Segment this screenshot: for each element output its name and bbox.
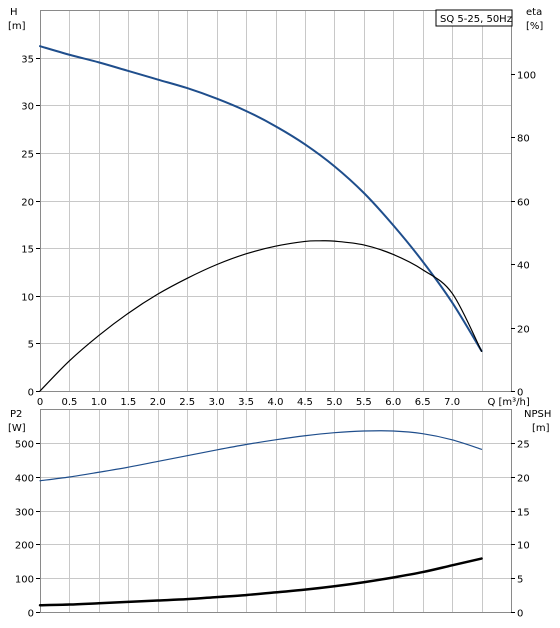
y-right-axis-title: NPSH (524, 409, 551, 420)
x-tick-label: 4.5 (297, 397, 313, 408)
tick-layer (36, 58, 515, 613)
legend-box (435, 9, 513, 27)
y-left-tick-label: 35 (21, 55, 34, 66)
x-tick-label: 0.5 (61, 397, 77, 408)
legend-label: SQ 5-25, 50Hz (440, 14, 512, 25)
y-left-tick-label: 500 (15, 440, 34, 451)
y-right-tick-label: 80 (517, 134, 530, 145)
y-left-tick-label: 0 (28, 388, 34, 399)
y-left-tick-label: 15 (21, 245, 34, 256)
x-tick-label: 2.0 (150, 397, 166, 408)
y-left-axis-title: P2 (10, 409, 22, 420)
y-left-tick-label: 300 (15, 508, 34, 519)
grid-layer (40, 10, 512, 613)
x-tick-label: 5.0 (326, 397, 342, 408)
y-right-axis-unit: [m] (532, 423, 550, 434)
y-left-tick-label: 20 (21, 198, 34, 209)
y-left-tick-label: 100 (15, 575, 34, 586)
x-tick-label: 1.5 (120, 397, 136, 408)
y-right-tick-label: 60 (517, 198, 530, 209)
y-left-tick-label: 5 (28, 340, 34, 351)
head-curve (39, 45, 483, 352)
y-left-tick-label: 25 (21, 150, 34, 161)
y-left-axis-title: H (10, 7, 18, 18)
y-left-tick-label: 0 (28, 609, 34, 620)
y-left-axis-unit: [W] (8, 423, 26, 434)
y-right-tick-label: 40 (517, 261, 530, 272)
efficiency-curve (39, 240, 483, 392)
x-tick-label: 5.5 (356, 397, 372, 408)
x-tick-label: 2.5 (179, 397, 195, 408)
x-tick-label: 3.0 (209, 397, 225, 408)
y-left-tick-label: 200 (15, 541, 34, 552)
y-right-tick-label: 5 (517, 575, 523, 586)
y-left-tick-label: 400 (15, 474, 34, 485)
y-left-tick-label: 30 (21, 102, 34, 113)
x-tick-label: 3.5 (238, 397, 254, 408)
y-right-tick-label: 20 (517, 474, 530, 485)
y-right-tick-label: 0 (517, 388, 523, 399)
y-right-tick-label: 10 (517, 541, 530, 552)
y-right-tick-label: 20 (517, 325, 530, 336)
curve-layer (38, 45, 483, 607)
y-right-axis-title: eta (526, 7, 542, 18)
npsh-curve (38, 557, 483, 607)
y-right-tick-label: 25 (517, 440, 530, 451)
y-right-tick-label: 100 (517, 71, 536, 82)
x-tick-label: 6.5 (415, 397, 431, 408)
x-tick-label: 1.0 (91, 397, 107, 408)
y-right-axis-unit: [%] (526, 21, 543, 32)
y-left-axis-unit: [m] (8, 21, 26, 32)
x-tick-label: 4.0 (268, 397, 284, 408)
y-right-tick-label: 0 (517, 609, 523, 620)
x-tick-label: 7.0 (444, 397, 460, 408)
x-axis-title: Q [m³/h] (487, 397, 529, 408)
y-left-tick-label: 10 (21, 293, 34, 304)
x-tick-label: 6.0 (385, 397, 401, 408)
power-curve (39, 430, 483, 482)
y-right-tick-label: 15 (517, 508, 530, 519)
x-tick-label: 0 (37, 397, 43, 408)
